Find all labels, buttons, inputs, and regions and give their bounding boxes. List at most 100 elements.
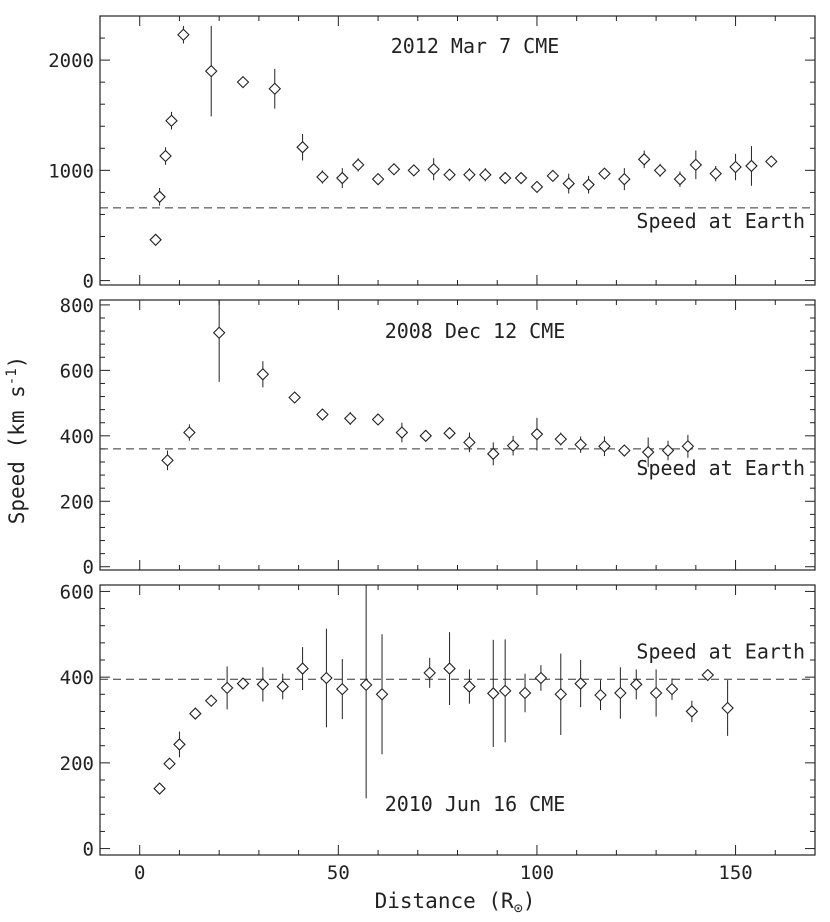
data-point xyxy=(498,684,512,698)
data-point xyxy=(729,160,742,174)
x-tick-label: 50 xyxy=(327,862,350,884)
data-point xyxy=(574,677,587,690)
data-point xyxy=(149,233,162,247)
data-point xyxy=(745,159,758,173)
y-tick-label: 2000 xyxy=(48,50,94,72)
data-point xyxy=(594,688,607,702)
data-point xyxy=(320,671,333,685)
data-point xyxy=(618,444,631,457)
data-point xyxy=(685,705,699,718)
data-point xyxy=(268,82,282,96)
data-point xyxy=(614,686,627,700)
y-tick-label: 200 xyxy=(60,491,94,513)
data-point xyxy=(765,155,778,168)
data-point xyxy=(153,782,166,795)
data-point xyxy=(463,436,476,449)
data-point xyxy=(256,368,270,381)
data-point xyxy=(276,680,290,693)
data-point xyxy=(641,445,655,459)
data-point xyxy=(375,688,389,701)
data-point xyxy=(443,426,456,440)
data-point xyxy=(189,707,202,720)
data-point xyxy=(427,162,440,176)
data-point xyxy=(236,677,250,690)
data-point xyxy=(336,682,349,696)
y-tick-label: 1000 xyxy=(48,160,94,182)
data-point xyxy=(256,678,270,691)
data-point xyxy=(486,687,500,700)
data-point xyxy=(161,454,174,467)
data-point xyxy=(296,140,309,154)
data-point xyxy=(220,681,234,695)
data-point xyxy=(463,168,476,182)
data-point xyxy=(701,668,715,682)
data-point xyxy=(554,432,568,446)
reference-label: Speed at Earth xyxy=(636,456,805,480)
reference-label: Speed at Earth xyxy=(636,639,805,663)
y-tick-label: 400 xyxy=(60,667,94,689)
y-tick-label: 0 xyxy=(83,839,94,861)
data-point xyxy=(316,408,329,421)
data-point xyxy=(618,172,631,186)
data-point xyxy=(530,180,544,194)
data-point xyxy=(479,168,492,182)
data-point xyxy=(661,444,675,457)
reference-label: Speed at Earth xyxy=(636,209,805,233)
data-point xyxy=(506,439,520,452)
data-point xyxy=(546,169,560,183)
data-point xyxy=(204,64,218,78)
panel-title: 2008 Dec 12 CME xyxy=(385,319,566,343)
data-point xyxy=(681,440,695,453)
y-tick-label: 0 xyxy=(83,271,94,293)
data-point xyxy=(288,391,301,404)
data-point xyxy=(407,164,421,177)
y-tick-label: 400 xyxy=(60,426,94,448)
data-point xyxy=(629,678,643,691)
data-point xyxy=(709,167,722,180)
data-point xyxy=(387,162,401,176)
data-point xyxy=(530,427,544,441)
data-point xyxy=(689,158,703,172)
data-point xyxy=(351,158,365,172)
data-point xyxy=(673,172,687,186)
data-point xyxy=(183,426,196,439)
data-point xyxy=(653,164,667,177)
panel-title: 2010 Jun 16 CME xyxy=(385,792,566,816)
x-tick-label: 150 xyxy=(718,862,752,884)
x-tick-label: 100 xyxy=(520,862,554,884)
data-point xyxy=(153,190,166,204)
data-point xyxy=(173,738,186,751)
y-tick-label: 800 xyxy=(60,295,94,317)
data-point xyxy=(443,168,456,182)
data-point xyxy=(395,426,409,439)
data-point xyxy=(423,666,436,680)
y-tick-label: 600 xyxy=(60,581,94,603)
y-tick-label: 200 xyxy=(60,753,94,775)
data-point xyxy=(562,177,576,190)
data-point xyxy=(554,688,568,701)
data-point xyxy=(212,326,226,340)
data-point xyxy=(598,440,611,453)
x-tick-label: 0 xyxy=(134,862,145,884)
data-point xyxy=(574,438,587,451)
data-point xyxy=(236,75,250,89)
data-point xyxy=(177,28,190,42)
data-point xyxy=(514,171,528,185)
data-point xyxy=(534,671,548,685)
data-point xyxy=(316,170,329,184)
data-point xyxy=(582,178,595,191)
data-point xyxy=(296,662,309,675)
data-point xyxy=(419,429,433,443)
data-point xyxy=(165,114,178,128)
data-point xyxy=(598,167,611,180)
y-axis-title: Speed (km s-1) xyxy=(4,356,29,525)
data-point xyxy=(518,686,532,700)
data-point xyxy=(204,694,218,707)
data-point xyxy=(371,172,385,186)
data-point xyxy=(343,412,357,425)
y-tick-label: 0 xyxy=(83,557,94,579)
data-point xyxy=(498,171,512,185)
data-point xyxy=(486,447,500,461)
data-point xyxy=(359,678,373,692)
